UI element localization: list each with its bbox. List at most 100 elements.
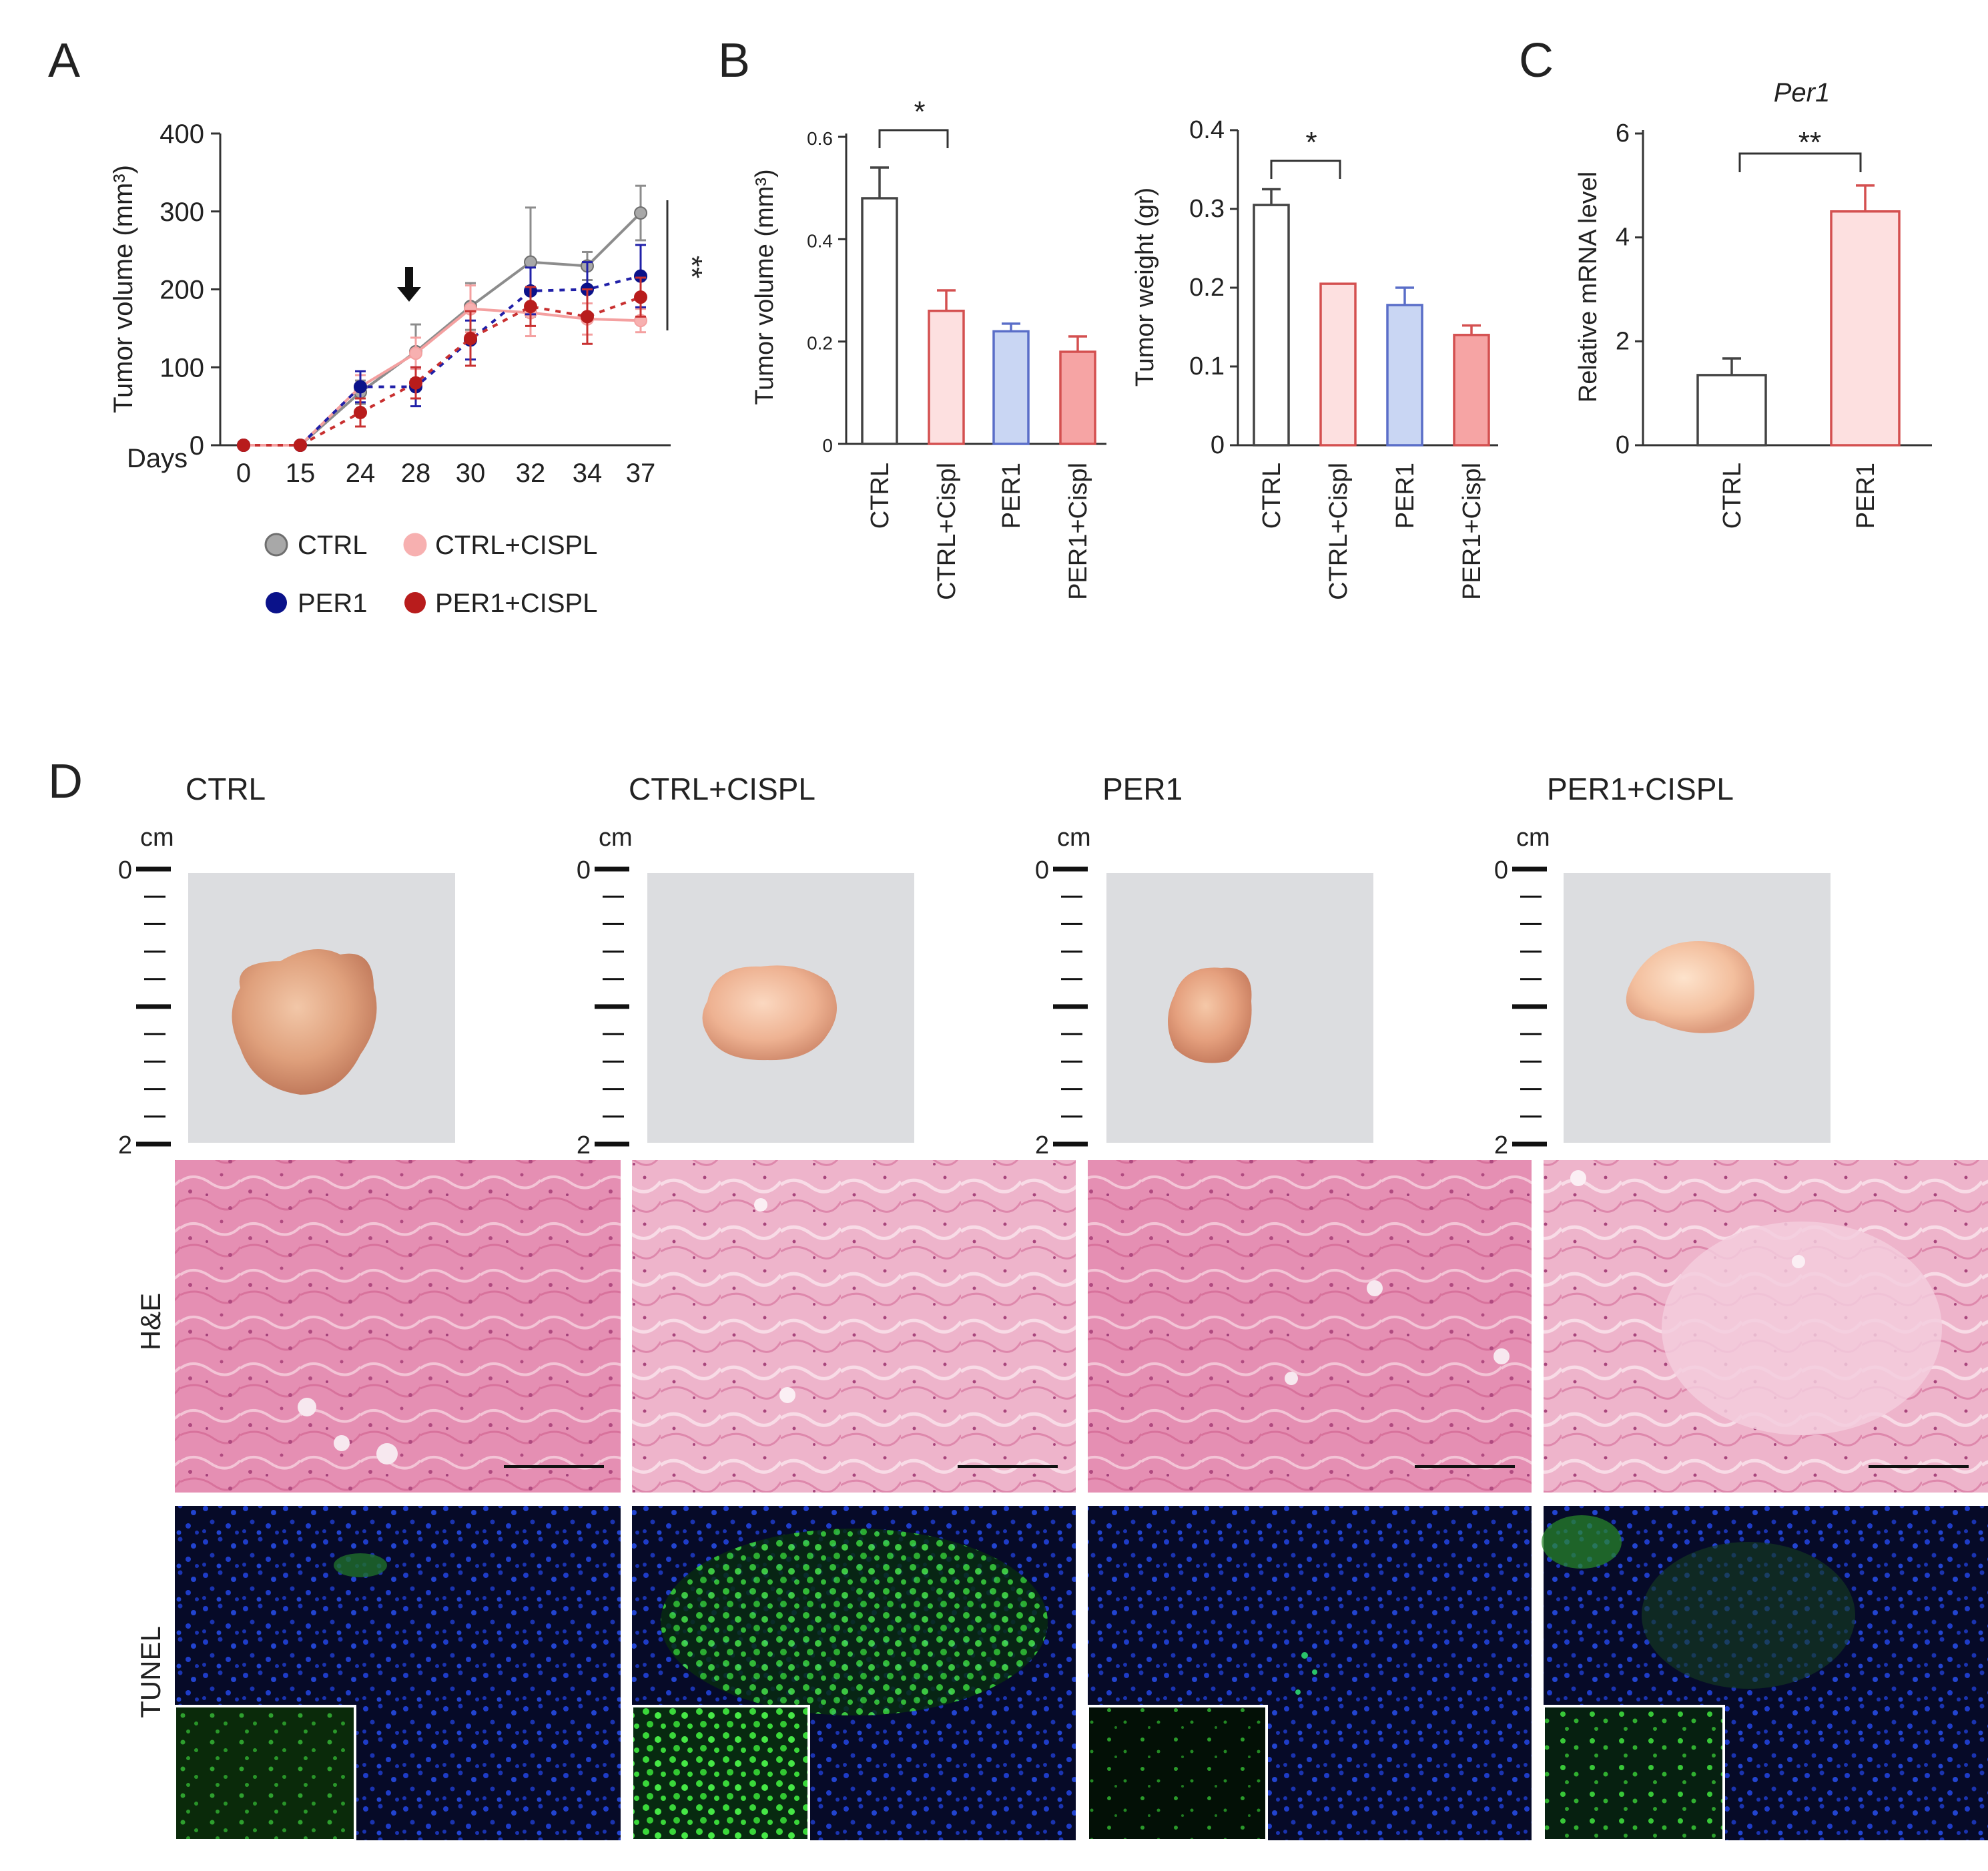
ruler-unit-label: cm <box>599 824 633 852</box>
legend-ctrl-cispl: CTRL+CISPL <box>435 531 597 560</box>
legend-marker-per1 <box>266 592 287 613</box>
ruler-label-bottom: 2 <box>577 1131 591 1159</box>
b2-y-label: Tumor weight (gr) <box>1131 188 1159 386</box>
legend-per1: PER1 <box>298 589 368 618</box>
panel-a-line-chart: 0 100 200 300 400 0 15 24 28 30 32 34 37 Days Tumor… <box>109 119 708 618</box>
a-x-label: Days <box>127 444 188 473</box>
legend-per1-cispl: PER1+CISPL <box>435 589 597 618</box>
d-title-ctrl: CTRL <box>186 772 266 806</box>
b2-y-tick-label: 0.3 <box>1189 195 1225 223</box>
tunel-inset <box>1542 1705 1725 1842</box>
a-point-per1-cispl <box>524 300 537 314</box>
b1-y-tick-label: 0.6 <box>807 128 833 149</box>
legend-marker-ctrl <box>264 533 288 557</box>
a-legend: CTRL CTRL+CISPL PER1 PER1+CISPL <box>264 531 597 618</box>
panel-letter-c: C <box>1519 34 1554 87</box>
b2-x-tick-label: PER1 <box>1391 463 1419 529</box>
a-point-per1-cispl <box>237 439 250 452</box>
a-series-line-per1 <box>244 274 641 447</box>
b2-x-tick-label: CTRL <box>1258 463 1286 529</box>
tumor-photo-ctrl <box>188 873 455 1143</box>
ruler-unit-label: cm <box>140 824 174 852</box>
b1-significance-bracket <box>878 129 949 148</box>
b1-bar-ctrl <box>861 197 898 445</box>
tumor-photo-per1-cispl <box>1564 873 1831 1143</box>
b2-bar-per1-cispl <box>1453 334 1490 447</box>
b2-x-tick-label: CTRL+Cispl <box>1325 463 1353 600</box>
tunel-image-per1-cispl <box>1542 1506 1988 1842</box>
b2-significance-bracket <box>1270 160 1341 179</box>
a-y-tick-label: 100 <box>159 353 204 382</box>
a-x-tick-label: 30 <box>456 459 486 488</box>
a-x-tick-label: 0 <box>236 459 251 488</box>
tunel-image-ctrl <box>174 1506 621 1842</box>
ruler-label-bottom: 2 <box>118 1131 132 1159</box>
a-x-tick-label: 24 <box>346 459 376 488</box>
legend-marker-ctrl-cispl <box>403 533 427 557</box>
a-point-per1-cispl <box>464 332 477 346</box>
a-point-per1-cispl <box>409 376 422 390</box>
b1-significance: * <box>914 95 925 128</box>
tumor-photo-ctrl-cispl <box>647 873 914 1143</box>
he-image-per1-cispl <box>1544 1160 1988 1493</box>
a-point-ctrl <box>634 206 647 220</box>
b2-x-tick-label: PER1+Cispl <box>1458 463 1486 600</box>
b1-y-tick-label: 0 <box>822 435 833 456</box>
b1-y-label: Tumor volume (mm³) <box>751 169 779 405</box>
d-title-per1: PER1 <box>1102 772 1183 806</box>
tunel-inset <box>174 1705 356 1842</box>
c-significance-bracket <box>1738 152 1862 172</box>
a-x-tick-label: 37 <box>626 459 656 488</box>
a-point-ctrl-cispl <box>409 346 422 360</box>
legend-ctrl: CTRL <box>298 531 367 560</box>
tunel-inset <box>631 1705 810 1842</box>
c-bar-ctrl <box>1696 374 1767 447</box>
a-x-tick-label: 34 <box>573 459 603 488</box>
c-y-tick-label: 0 <box>1616 431 1630 459</box>
b1-y-tick-label: 0.2 <box>807 333 833 354</box>
a-point-per1-cispl <box>634 290 647 304</box>
tunel-image-ctrl-cispl <box>631 1506 1076 1842</box>
b2-y-tick-label: 0 <box>1211 431 1225 459</box>
c-y-tick-label: 6 <box>1616 119 1630 148</box>
b2-y-tick-label: 0.4 <box>1189 116 1225 144</box>
a-point-ctrl <box>524 255 537 269</box>
c-x-tick-label: CTRL <box>1718 463 1746 529</box>
c-title: Per1 <box>1774 78 1831 107</box>
ruler-label-bottom: 2 <box>1494 1131 1508 1159</box>
a-x-tick-label: 32 <box>516 459 546 488</box>
c-x-tick-label: PER1 <box>1852 463 1880 529</box>
a-y-tick-label: 300 <box>159 198 204 227</box>
b1-y-tick-label: 0.4 <box>807 230 833 251</box>
a-series-line-ctrl <box>244 212 642 447</box>
ruler-unit-label: cm <box>1516 824 1550 852</box>
a-point-per1-cispl <box>294 439 307 452</box>
a-series-line-per1-cispl <box>244 296 641 447</box>
b1-bar-per1 <box>992 330 1030 445</box>
b1-bar-per1-cispl <box>1059 350 1096 445</box>
d-row-label-tunel: TUNEL <box>135 1626 166 1718</box>
a-point-per1-cispl <box>354 405 367 419</box>
b1-bar-ctrl-cispl <box>928 309 965 445</box>
he-image-per1 <box>1088 1160 1532 1493</box>
tunel-image-per1 <box>1086 1506 1532 1842</box>
a-significance: ** <box>675 256 708 278</box>
b2-significance: * <box>1305 126 1317 159</box>
panel-c-bar-chart: Per1 0 2 4 6 CTRL PER1 Relative mRNA level *… <box>1574 78 1932 529</box>
a-y-tick-label: 400 <box>159 119 204 149</box>
ruler-label-top: 0 <box>118 856 132 884</box>
a-point-per1 <box>354 380 367 394</box>
c-bar-per1 <box>1830 210 1901 447</box>
ruler-label-top: 0 <box>1494 856 1508 884</box>
d-title-ctrl-cispl: CTRL+CISPL <box>629 772 815 806</box>
b2-bar-per1 <box>1386 304 1423 447</box>
b1-x-tick-label: CTRL+Cispl <box>933 463 961 600</box>
c-y-tick-label: 2 <box>1616 327 1630 355</box>
b1-x-tick-label: PER1+Cispl <box>1064 463 1092 600</box>
b1-x-tick-label: CTRL <box>866 463 894 529</box>
tunel-inset <box>1086 1705 1268 1842</box>
b2-bar-ctrl-cispl <box>1319 282 1357 447</box>
panel-letter-b: B <box>718 34 750 87</box>
a-y-label: Tumor volume (mm³) <box>109 165 138 413</box>
